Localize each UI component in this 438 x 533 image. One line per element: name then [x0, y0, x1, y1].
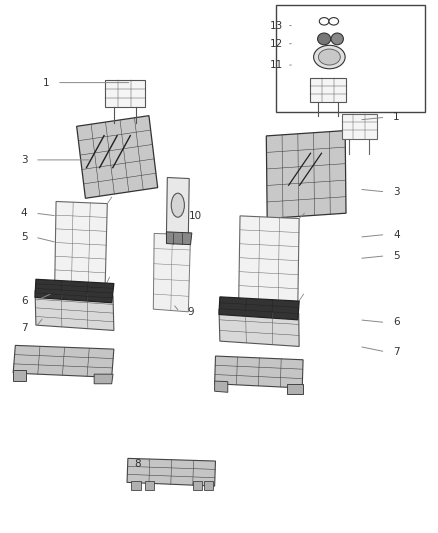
Polygon shape — [287, 384, 303, 394]
Ellipse shape — [314, 45, 345, 69]
Polygon shape — [239, 216, 299, 303]
Ellipse shape — [319, 18, 329, 25]
Polygon shape — [342, 114, 377, 139]
Text: 7: 7 — [393, 347, 400, 357]
Text: 4: 4 — [393, 230, 400, 239]
Text: 1: 1 — [42, 78, 49, 87]
Polygon shape — [13, 370, 26, 381]
Ellipse shape — [331, 33, 343, 45]
Polygon shape — [145, 481, 154, 490]
Text: 13: 13 — [269, 21, 283, 30]
Text: 4: 4 — [21, 208, 28, 218]
Text: 12: 12 — [269, 39, 283, 49]
Text: 8: 8 — [134, 459, 141, 469]
Polygon shape — [55, 201, 107, 287]
Text: 3: 3 — [393, 187, 400, 197]
Ellipse shape — [318, 49, 340, 65]
Polygon shape — [35, 290, 114, 330]
Polygon shape — [266, 131, 346, 219]
Polygon shape — [94, 374, 113, 384]
Polygon shape — [166, 177, 189, 236]
Polygon shape — [35, 279, 114, 303]
Polygon shape — [310, 78, 346, 102]
Polygon shape — [219, 297, 299, 320]
Text: 5: 5 — [21, 232, 28, 242]
Text: 7: 7 — [21, 323, 28, 333]
Ellipse shape — [318, 33, 331, 45]
Polygon shape — [127, 458, 215, 486]
Text: 10: 10 — [188, 211, 201, 221]
Polygon shape — [215, 381, 228, 392]
Ellipse shape — [171, 193, 184, 217]
Polygon shape — [153, 233, 191, 312]
Polygon shape — [204, 481, 213, 490]
Text: 5: 5 — [393, 251, 400, 261]
Polygon shape — [166, 232, 192, 245]
Polygon shape — [105, 80, 145, 107]
Text: 6: 6 — [21, 296, 28, 306]
Bar — [276, 5, 425, 112]
Polygon shape — [215, 356, 303, 388]
Polygon shape — [13, 345, 114, 377]
Polygon shape — [219, 309, 299, 346]
Text: 11: 11 — [269, 60, 283, 70]
Polygon shape — [131, 481, 141, 490]
Text: 1: 1 — [393, 112, 400, 122]
Polygon shape — [77, 116, 158, 198]
Ellipse shape — [329, 18, 339, 25]
Text: 6: 6 — [393, 318, 400, 327]
Text: 9: 9 — [187, 307, 194, 317]
Polygon shape — [193, 481, 202, 490]
Text: 3: 3 — [21, 155, 28, 165]
